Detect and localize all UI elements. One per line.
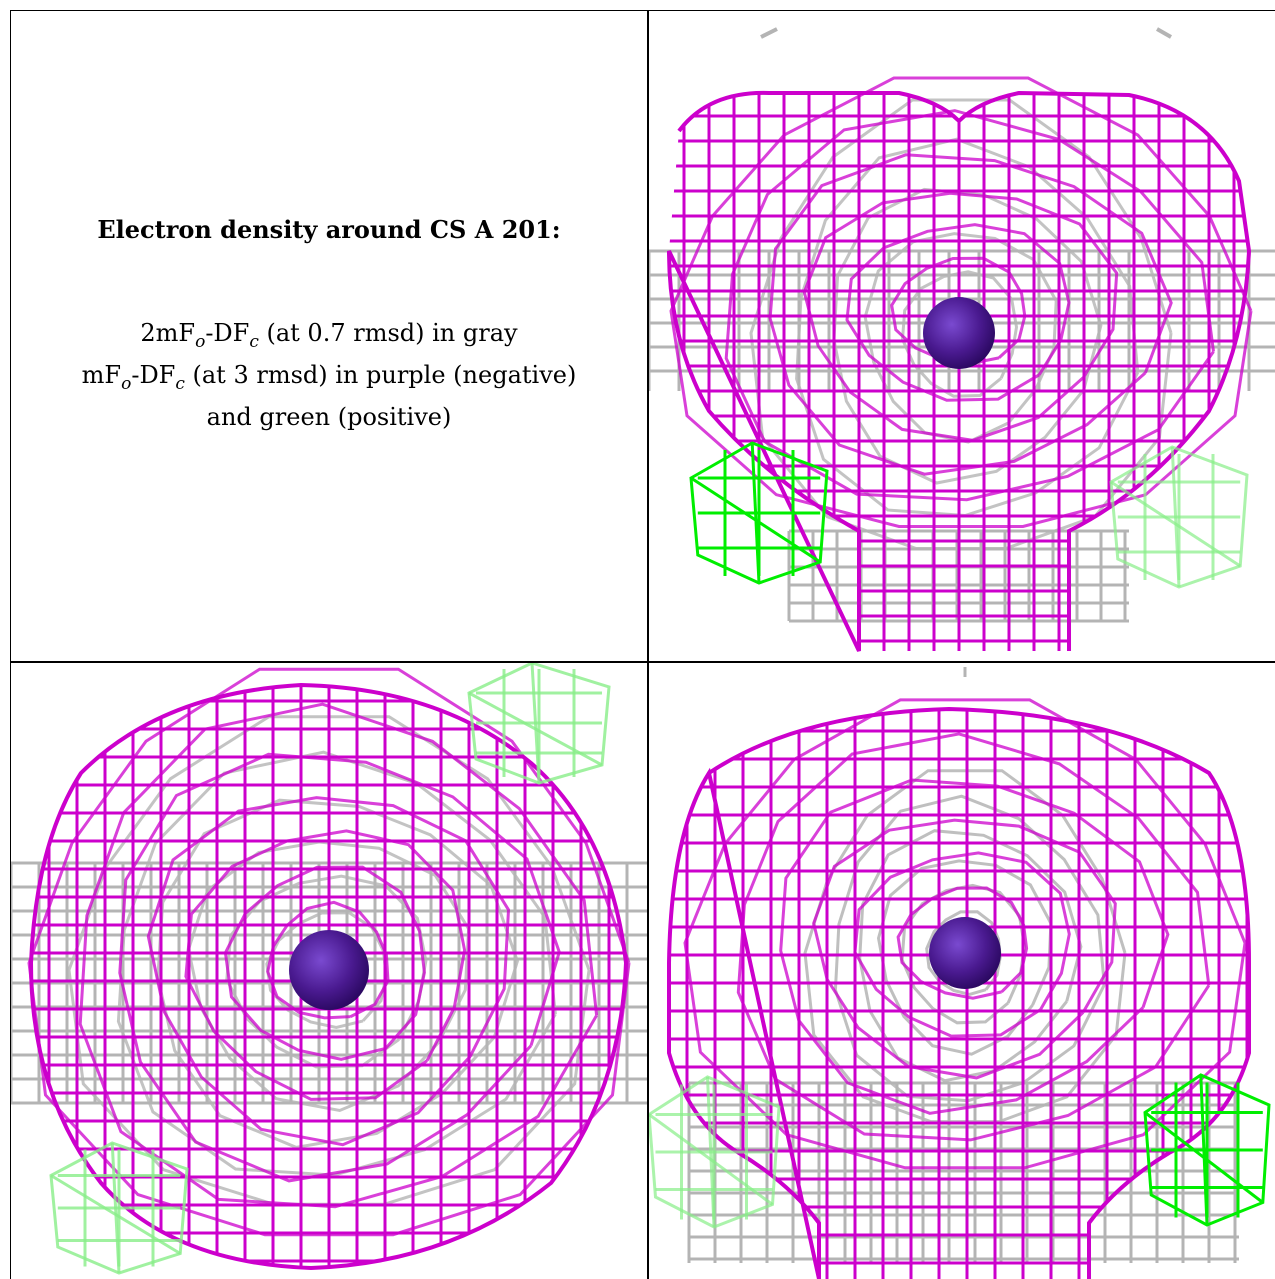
atom-sphere xyxy=(923,297,995,369)
caption-legend: 2mFo-DFc (at 0.7 rmsd) in gray mFo-DFc (… xyxy=(11,317,647,434)
border-top xyxy=(10,10,1275,11)
view-bottom-right xyxy=(649,663,1275,1279)
atom-sphere xyxy=(289,930,369,1010)
divider-horizontal xyxy=(10,661,1275,663)
view-bottom-left xyxy=(11,663,647,1279)
border-left xyxy=(10,10,11,1279)
positive-density-mesh xyxy=(649,1073,1271,1229)
positive-density-mesh xyxy=(49,663,611,1275)
view-top-right xyxy=(649,11,1275,661)
legend-line-purple: mFo-DFc (at 3 rmsd) in purple (negative) xyxy=(81,360,577,394)
caption-cell: Electron density around CS A 201: 2mFo-D… xyxy=(11,11,647,661)
caption-title: Electron density around CS A 201: xyxy=(97,215,561,244)
atom-sphere xyxy=(929,917,1001,989)
legend-line-gray: 2mFo-DFc (at 0.7 rmsd) in gray xyxy=(140,319,518,352)
divider-vertical xyxy=(647,10,649,1279)
positive-density-mesh xyxy=(689,441,1249,589)
legend-line-green: and green (positive) xyxy=(206,402,452,431)
